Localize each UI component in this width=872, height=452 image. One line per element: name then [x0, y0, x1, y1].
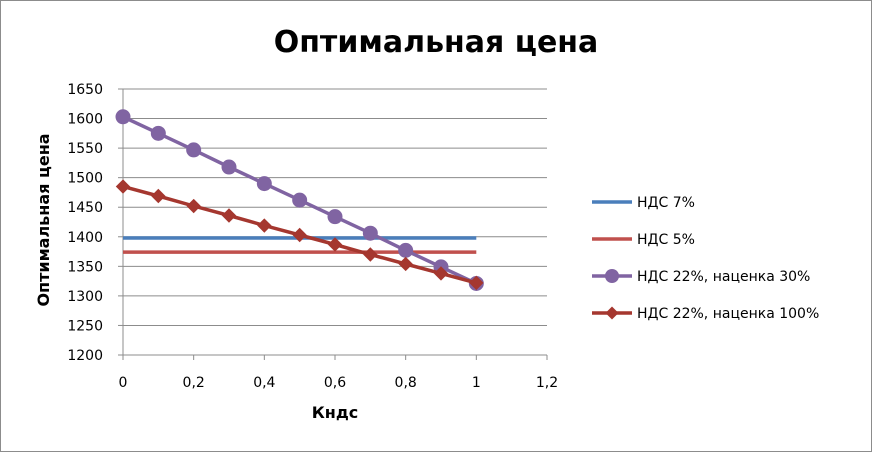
x-tick-label: 0,2	[183, 375, 205, 391]
x-axis-title: Кндс	[312, 403, 359, 422]
y-tick-label: 1450	[67, 200, 103, 216]
y-tick-label: 1550	[67, 141, 103, 157]
y-tick-label: 1350	[67, 259, 103, 275]
data-point-circle	[362, 225, 378, 241]
data-point-diamond	[469, 275, 484, 291]
data-point-circle	[256, 176, 272, 192]
x-tick-label: 0	[119, 375, 128, 391]
y-tick-label: 1500	[67, 171, 103, 187]
data-point-diamond	[257, 218, 272, 233]
chart-title: Оптимальная цена	[274, 25, 599, 60]
data-point-diamond	[115, 179, 131, 194]
x-tick-label: 1,2	[536, 375, 558, 391]
data-point-circle	[115, 109, 131, 125]
data-point-diamond	[292, 227, 307, 243]
legend-marker-circle	[605, 269, 619, 283]
x-tick-label: 0,8	[395, 375, 417, 391]
y-tick-label: 1200	[67, 348, 103, 364]
data-point-diamond	[327, 237, 343, 252]
y-tick-label: 1400	[67, 230, 103, 246]
x-tick-label: 1	[472, 375, 481, 391]
legend-label: НДС 5%	[637, 232, 695, 248]
legend-marker-diamond	[605, 306, 619, 320]
x-tick-label: 0,6	[324, 375, 346, 391]
data-point-circle	[398, 242, 414, 258]
legend-label: НДС 22%, наценка 30%	[637, 269, 810, 285]
legend-label: НДС 22%, наценка 100%	[637, 306, 819, 322]
data-point-diamond	[186, 198, 201, 214]
data-point-diamond	[363, 247, 378, 262]
data-point-circle	[221, 159, 237, 175]
data-point-diamond	[151, 188, 166, 204]
axes: 1200 1250 1300 1350 1400 1450 1500 1550 1600 1650…	[67, 82, 558, 391]
data-point-diamond	[221, 208, 237, 223]
y-tick-label: 1250	[67, 318, 103, 334]
y-tick-label: 1650	[67, 82, 103, 98]
legend: НДС 7% НДС 5% НДС 22%, наценка 30% НДС 22%,…	[592, 195, 819, 322]
data-point-circle	[292, 192, 308, 208]
series-group	[115, 109, 484, 291]
data-point-diamond	[398, 256, 413, 272]
data-point-circle	[186, 142, 202, 158]
x-tick-label: 0,4	[253, 375, 275, 391]
data-point-diamond	[433, 266, 449, 281]
y-tick-label: 1600	[67, 112, 103, 128]
y-axis-title: Оптимальная цена	[34, 133, 53, 306]
legend-label: НДС 7%	[637, 195, 695, 211]
y-tick-label: 1300	[67, 289, 103, 305]
data-point-circle	[327, 209, 343, 225]
data-point-circle	[150, 125, 166, 141]
